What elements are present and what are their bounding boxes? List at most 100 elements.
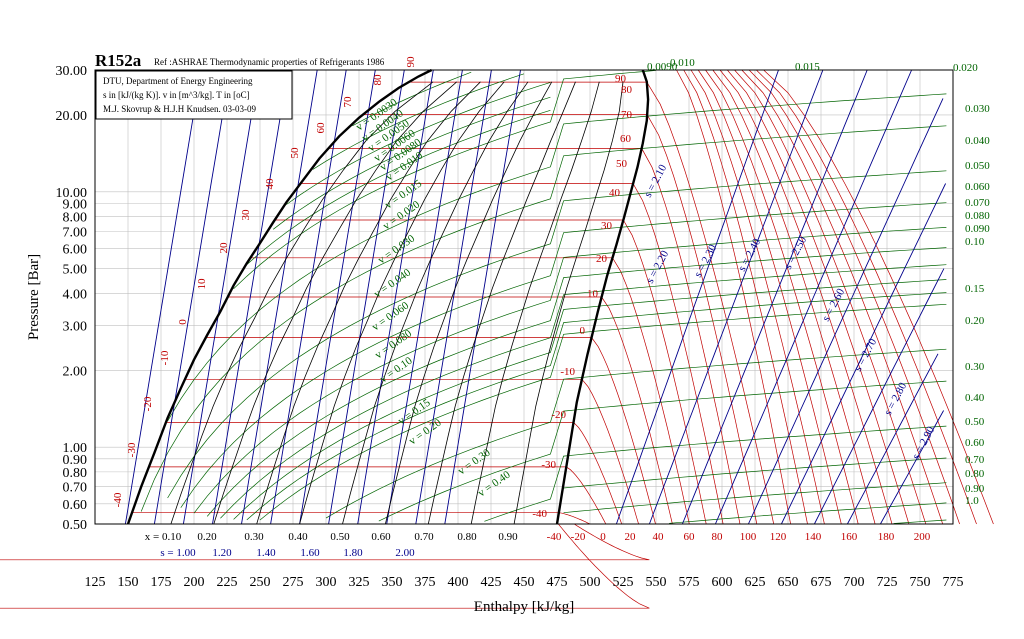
isochore-line (167, 93, 947, 422)
temperature-bottom-label: 180 (878, 531, 895, 543)
x-tick-label: 200 (184, 575, 205, 590)
entropy-bottom-label: 2.00 (395, 547, 415, 559)
x-tick-label: 425 (481, 575, 502, 590)
x-axis-label: Enthalpy [kJ/kg] (474, 599, 574, 615)
quality-label: 0.50 (330, 531, 350, 543)
x-tick-label: 500 (580, 575, 601, 590)
y-tick-label: 0.50 (63, 518, 88, 533)
isotherm-line (0, 523, 650, 609)
isochore-right-label: 0.20 (965, 315, 985, 327)
isentrope-line (444, 69, 521, 525)
temperature-bottom-label: 60 (684, 531, 696, 543)
y-axis-label: Pressure [Bar] (26, 254, 42, 340)
quality-line (170, 81, 434, 525)
isotherm-line (250, 257, 690, 525)
temperature-right-label: 60 (620, 133, 632, 145)
x-tick-label: 600 (712, 575, 733, 590)
quality-line (256, 81, 481, 525)
x-tick-label: 550 (646, 575, 667, 590)
temperature-bottom-label: 20 (625, 531, 637, 543)
temperature-left-label: 60 (315, 122, 327, 134)
isentrope-line (615, 69, 779, 525)
isochore-left-label: v = 0.040 (372, 266, 414, 300)
isotherm-line (363, 114, 758, 525)
isentrope-line (241, 69, 318, 525)
temperature-right-label: 0 (580, 325, 586, 337)
isochore-line (246, 109, 551, 265)
temperature-right-label: -40 (532, 508, 547, 520)
isochore-right-label: 0.15 (965, 283, 985, 295)
isotherm-line (300, 183, 724, 525)
temperature-left-label: 70 (342, 96, 354, 108)
temperature-bottom-label: 200 (914, 531, 931, 543)
isochore-top-label: 0.015 (795, 61, 820, 73)
isochore-left-label: v = 0.30 (456, 446, 493, 477)
isochore-right-label: 0.050 (965, 160, 990, 172)
isochore-line (206, 247, 947, 517)
quality-label: 0.60 (371, 531, 391, 543)
isentrope-line (299, 69, 376, 525)
y-tick-label: 0.60 (63, 498, 88, 513)
quality-line (427, 81, 576, 525)
temperature-bottom-label: 0 (600, 531, 606, 543)
temperature-left-label: -10 (159, 350, 171, 365)
isentrope-line (212, 69, 289, 525)
temperature-left-label: 10 (196, 278, 208, 290)
isochore-line (140, 125, 947, 512)
y-tick-label: 0.80 (63, 466, 88, 481)
isentrope-line (182, 69, 260, 525)
isochore-line (286, 82, 551, 205)
quality-line (513, 81, 624, 525)
x-tick-label: 525 (613, 575, 634, 590)
info-line-1: DTU, Department of Energy Engineering (103, 76, 253, 86)
isotherm-line (165, 422, 623, 525)
entropy-bottom-label: s = 1.00 (160, 547, 196, 559)
quality-line (385, 81, 553, 525)
y-tick-label: 4.00 (63, 287, 88, 302)
isotherm-line (763, 69, 994, 525)
temperature-right-label: 80 (621, 84, 633, 96)
x-tick-label: 175 (151, 575, 172, 590)
isentrope-line (415, 69, 492, 525)
isochore-right-label: 0.090 (965, 223, 990, 235)
temperature-right-label: 70 (621, 109, 633, 121)
isotherm-line (132, 512, 591, 525)
isotherm-line (705, 69, 859, 525)
saturation-dome (126, 68, 650, 525)
entropy-label: s = 2.80 (882, 380, 909, 417)
temperature-left-label: 90 (405, 56, 417, 68)
temperature-bottom-label: -20 (571, 531, 586, 543)
isotherm-line (408, 81, 775, 525)
chart-title: R152a (95, 51, 142, 70)
temperature-left-label: -20 (142, 396, 154, 411)
isentrope-line (780, 183, 947, 525)
temperature-bottom-label: 120 (770, 531, 787, 543)
info-line-3: M.J. Skovrup & H.J.H Knudsen. 03-03-09 (103, 104, 257, 114)
isochore-line (233, 70, 657, 290)
isochore-right-label: 0.080 (965, 210, 990, 222)
isochore-right-label: 0.40 (965, 392, 985, 404)
entropy-label: s = 2.50 (782, 234, 809, 271)
info-box (95, 70, 293, 120)
plot-frame (94, 69, 954, 525)
temperature-left-label: 0 (177, 319, 189, 325)
chart-reference: Ref :ASHRAE Thermodynamic properties of … (154, 57, 385, 67)
quality-label: x = 0.10 (145, 531, 182, 543)
y-tick-label: 3.00 (63, 319, 88, 334)
x-tick-label: 150 (118, 575, 139, 590)
temperature-left-label: 20 (218, 242, 230, 254)
isotherm-line (227, 296, 673, 525)
temperature-bottom-label: 140 (805, 531, 822, 543)
x-tick-label: 450 (514, 575, 535, 590)
x-tick-label: 250 (250, 575, 271, 590)
isotherm-line (697, 69, 842, 525)
isochore-line (563, 482, 947, 514)
isochore-line (180, 202, 947, 508)
isentrope-lines (124, 69, 947, 525)
isotherm-line (690, 69, 825, 525)
y-tick-label: 0.70 (63, 481, 88, 496)
temperature-right-label: -20 (551, 409, 566, 421)
temperature-left-label: 80 (372, 74, 384, 86)
isochore-line (259, 303, 947, 521)
isochore-right-label: 0.70 (965, 454, 985, 466)
